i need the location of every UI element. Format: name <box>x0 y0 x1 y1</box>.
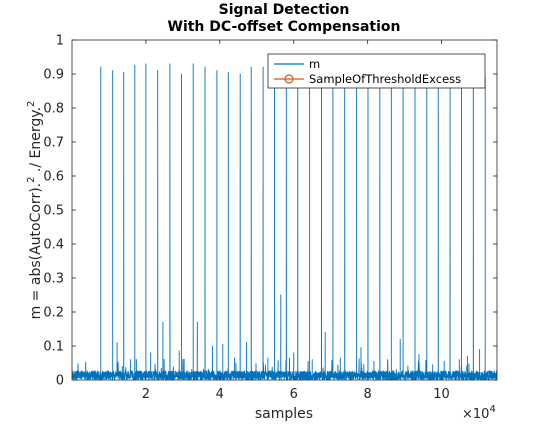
chart-title-line-1: Signal Detection <box>219 2 350 18</box>
series-line-m <box>72 63 497 380</box>
y-tick-label: 0.8 <box>43 102 64 117</box>
y-tick-label: 0 <box>56 374 64 389</box>
x-tick-label: 10 <box>433 387 450 402</box>
y-label-exp-2: 2 <box>26 101 37 107</box>
plot-area <box>72 40 497 380</box>
x-tick-label: 4 <box>216 387 224 402</box>
y-tick-label: 0.1 <box>43 340 64 355</box>
legend-label-threshold: SampleOfThresholdExcess <box>309 72 461 86</box>
legend: m SampleOfThresholdExcess <box>267 53 486 89</box>
x-tick-label: 6 <box>290 387 298 402</box>
y-label-exp-1: 2 <box>26 177 37 183</box>
x-tick-label: 8 <box>364 387 372 402</box>
chart-title-line-2: With DC-offset Compensation <box>168 19 401 35</box>
y-tick-label: 0.2 <box>43 306 64 321</box>
y-tick-label: 0.4 <box>43 238 64 253</box>
legend-box <box>267 53 486 89</box>
x-tick-label: 2 <box>142 387 150 402</box>
x-axis-multiplier: ×104 <box>462 404 496 422</box>
x-multiplier-base: ×10 <box>462 407 489 422</box>
y-label-part-1: m = abs(AutoCorr). <box>28 183 44 320</box>
y-tick-label: 0.3 <box>43 272 64 287</box>
y-tick-label: 0.7 <box>43 136 64 151</box>
y-tick-label: 0.5 <box>43 204 64 219</box>
y-label-part-2: ./ Energy. <box>28 107 44 177</box>
y-tick-label: 0.6 <box>43 170 64 185</box>
y-tick-label: 0.9 <box>43 68 64 83</box>
y-axis-label: m = abs(AutoCorr).2 ./ Energy.2 <box>26 101 44 320</box>
legend-marker-threshold <box>284 74 294 84</box>
x-axis-label: samples <box>255 406 313 422</box>
legend-label-m: m <box>309 57 320 71</box>
x-multiplier-exponent: 4 <box>489 404 495 415</box>
y-tick-label: 1 <box>56 34 64 49</box>
